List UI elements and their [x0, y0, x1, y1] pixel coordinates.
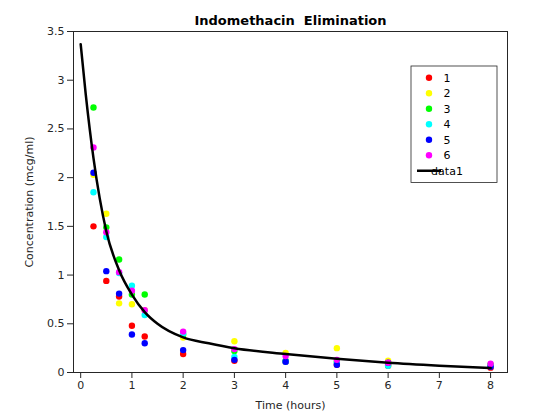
svg-text:4: 4	[282, 379, 289, 392]
svg-text:4: 4	[444, 118, 451, 131]
svg-text:2.5: 2.5	[47, 122, 65, 135]
svg-text:0.5: 0.5	[47, 317, 65, 330]
svg-text:1.5: 1.5	[47, 220, 65, 233]
svg-text:1: 1	[58, 269, 65, 282]
svg-text:0: 0	[77, 379, 84, 392]
svg-text:5: 5	[444, 134, 451, 147]
svg-text:7: 7	[436, 379, 443, 392]
svg-text:0: 0	[58, 366, 65, 379]
svg-text:3: 3	[444, 103, 451, 116]
svg-text:3: 3	[58, 74, 65, 87]
svg-text:6: 6	[444, 149, 451, 162]
svg-text:data1: data1	[431, 165, 463, 178]
svg-text:3.5: 3.5	[47, 25, 65, 38]
svg-text:2: 2	[180, 379, 187, 392]
svg-text:1: 1	[128, 379, 135, 392]
svg-text:Indomethacin Elimination: Indomethacin Elimination	[194, 13, 386, 28]
svg-text:2: 2	[58, 171, 65, 184]
svg-text:5: 5	[333, 379, 340, 392]
svg-text:1: 1	[444, 72, 451, 85]
svg-text:2: 2	[444, 87, 451, 100]
svg-text:Concentration (mcg/ml): Concentration (mcg/ml)	[23, 136, 36, 267]
svg-text:6: 6	[385, 379, 392, 392]
svg-text:Time (hours): Time (hours)	[255, 399, 326, 412]
svg-text:8: 8	[487, 379, 494, 392]
svg-text:3: 3	[231, 379, 238, 392]
